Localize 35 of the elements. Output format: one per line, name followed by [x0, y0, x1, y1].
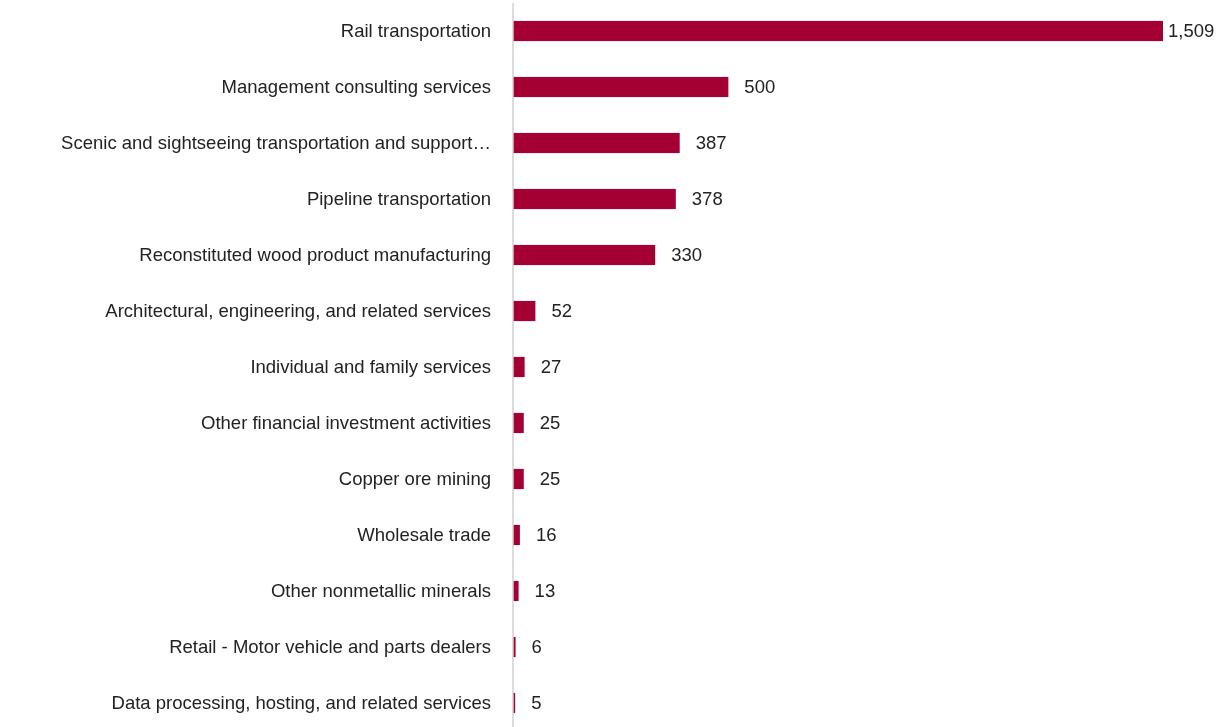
y-tick-label: Wholesale trade	[357, 524, 491, 546]
bar	[513, 356, 525, 378]
y-tick-label: Data processing, hosting, and related services	[111, 692, 491, 714]
data-label: 387	[695, 132, 727, 154]
data-label: 25	[539, 412, 561, 434]
data-label: 52	[551, 300, 572, 322]
bar	[513, 412, 524, 434]
y-tick-label: Management consulting services	[221, 76, 491, 98]
y-tick-label: Retail - Motor vehicle and parts dealers	[169, 636, 491, 658]
bar	[513, 188, 676, 210]
y-tick-label: Rail transportation	[340, 20, 491, 42]
y-tick-label: Other financial investment activities	[201, 412, 491, 434]
y-tick-label: Pipeline transportation	[306, 188, 491, 210]
data-label: 330	[671, 244, 703, 266]
data-label: 16	[535, 524, 557, 546]
bar	[513, 244, 656, 266]
data-label: 25	[539, 468, 561, 490]
y-tick-label: Other nonmetallic minerals	[270, 580, 491, 602]
y-tick-label: Individual and family services	[250, 356, 491, 378]
bar	[513, 76, 729, 98]
y-tick-label: Scenic and sightseeing transportation and support…	[61, 132, 491, 154]
y-tick-label: Reconstituted wood product manufacturing	[139, 244, 491, 266]
data-label: 378	[691, 188, 723, 210]
data-label: 1,509	[1168, 20, 1215, 42]
bar	[513, 468, 524, 490]
bar	[513, 20, 1163, 42]
data-label: 13	[534, 580, 556, 602]
data-label: 27	[540, 356, 562, 378]
y-tick-label: Architectural, engineering, and related services	[105, 300, 491, 322]
bar	[513, 300, 536, 322]
data-label: 5	[531, 692, 542, 714]
data-label: 6	[531, 636, 542, 658]
data-label: 500	[744, 76, 776, 98]
bar	[513, 132, 680, 154]
y-tick-label: Copper ore mining	[338, 468, 491, 490]
